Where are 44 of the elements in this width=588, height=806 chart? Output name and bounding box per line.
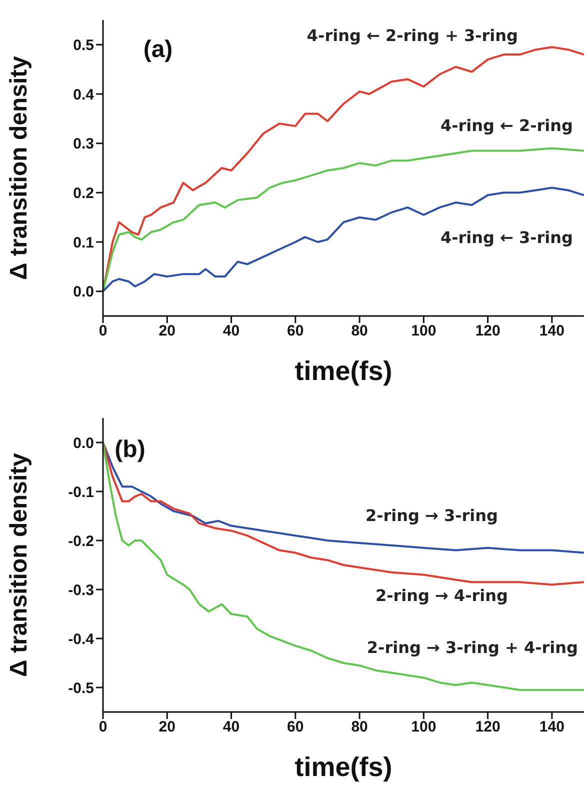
y-tick-label: 0.3 xyxy=(73,136,94,153)
x-tick-label: 40 xyxy=(222,718,240,736)
x-tick-label: 100 xyxy=(411,322,436,340)
x-tick-label: 100 xyxy=(411,718,436,736)
x-tick-label: 60 xyxy=(287,718,304,736)
y-axis-title: Δ transition density xyxy=(6,55,33,280)
text: (b) xyxy=(114,436,146,464)
y-tick-label: -0.3 xyxy=(68,582,94,599)
y-tick-label: 0.0 xyxy=(73,284,94,301)
x-tick-label: 20 xyxy=(158,322,176,340)
y-tick-label: 0.5 xyxy=(73,36,94,54)
x-tick-label: 20 xyxy=(158,718,176,736)
x-tick-label: 120 xyxy=(475,718,500,736)
x-tick-label: 140 xyxy=(539,322,564,340)
line-series xyxy=(103,442,584,554)
series-label: 4-ring ← 3-ring xyxy=(440,228,573,247)
y-axis-title: Δ transition density xyxy=(6,452,33,677)
series-label: 2-ring → 3-ring xyxy=(365,506,498,525)
y-tick-label: -0.2 xyxy=(68,532,94,550)
x-axis-title: time(fs) xyxy=(294,752,392,782)
line-series xyxy=(103,442,584,586)
x-tick-label: 0 xyxy=(98,718,108,736)
series-label: 4-ring ← 2-ring xyxy=(440,116,573,135)
series-label: 2-ring → 3-ring + 4-ring xyxy=(366,638,578,657)
y-tick-label: -0.4 xyxy=(68,630,95,648)
x-tick-label: 80 xyxy=(351,322,368,340)
x-axis-title: time(fs) xyxy=(294,356,392,386)
y-tick-label: 0.0 xyxy=(73,434,94,452)
y-tick-label: 0.4 xyxy=(73,86,95,104)
x-tick-label: 60 xyxy=(287,322,304,340)
series-label: 2-ring → 4-ring xyxy=(375,586,508,605)
x-tick-label: 120 xyxy=(475,322,500,340)
y-tick-label: -0.5 xyxy=(68,680,94,697)
text: (a) xyxy=(143,36,173,64)
series-label: 4-ring ← 2-ring + 3-ring xyxy=(306,26,518,45)
x-tick-label: 40 xyxy=(222,322,240,340)
line-series xyxy=(103,186,584,292)
x-tick-label: 0 xyxy=(98,322,108,340)
x-tick-label: 80 xyxy=(351,718,368,736)
x-tick-label: 140 xyxy=(539,718,564,736)
y-tick-label: -0.1 xyxy=(68,484,94,501)
y-tick-label: 0.2 xyxy=(73,184,94,202)
y-tick-label: 0.1 xyxy=(73,234,94,252)
line-series xyxy=(103,442,584,691)
